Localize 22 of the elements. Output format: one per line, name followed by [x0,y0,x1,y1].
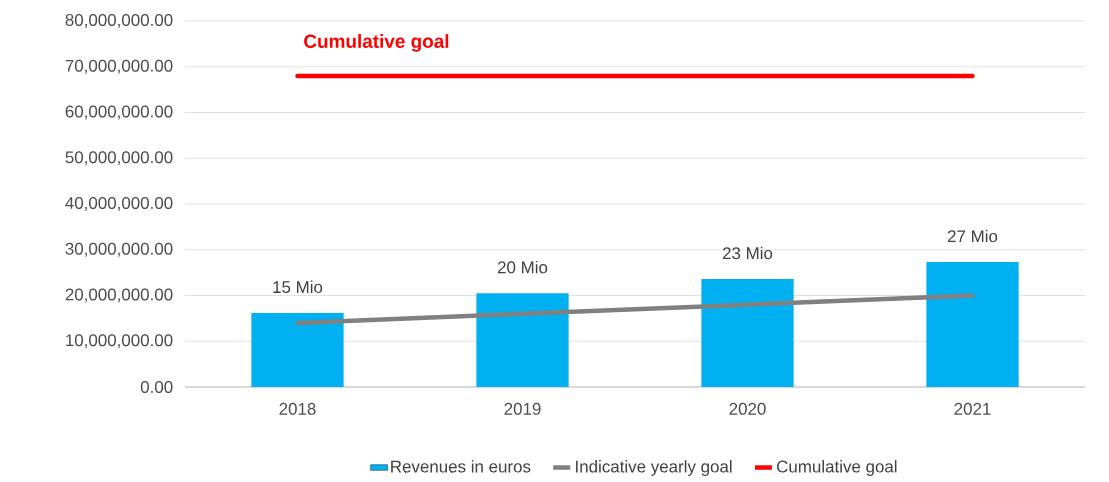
y-tick-label: 80,000,000.00 [65,14,173,28]
annotation: Cumulative goal [304,34,449,52]
annotation: 15 Mio [273,280,323,294]
x-tick-label: 2021 [954,402,991,415]
y-tick-label: 60,000,000.00 [65,105,173,120]
y-tick-label: 20,000,000.00 [65,288,173,303]
y-tick-label: 0.00 [140,381,173,393]
legend-label: Indicative yearly goal [576,460,732,476]
y-tick-label: 30,000,000.00 [65,242,173,257]
annotation: 23 Mio [722,246,773,260]
y-tick-label: 70,000,000.00 [65,59,173,74]
x-tick-label: 2020 [729,402,766,415]
y-tick-label: 40,000,000.00 [65,197,173,211]
legend-label: Revenues in euros [391,460,531,473]
x-tick-label: 2019 [504,402,541,415]
line-series [295,293,975,326]
y-tick-label: 50,000,000.00 [65,151,173,166]
x-tick-label: 2018 [279,402,316,415]
annotation: 27 Mio [947,229,998,243]
legend-label: Cumulative goal [777,460,897,476]
annotation: 20 Mio [497,260,548,274]
y-tick-label: 10,000,000.00 [66,334,173,349]
